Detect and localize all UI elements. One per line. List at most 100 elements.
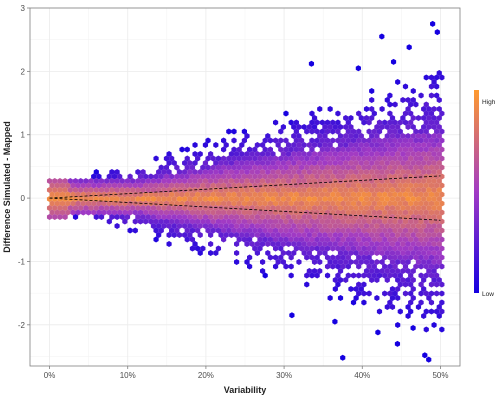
hexbin-cell xyxy=(309,110,315,117)
hexbin-cell xyxy=(293,218,299,225)
hexbin-cell xyxy=(400,151,406,157)
hexbin-cell xyxy=(285,160,292,166)
hexbin-cell xyxy=(163,164,170,171)
hexbin-cell xyxy=(436,151,442,157)
hexbin-cell xyxy=(234,259,240,265)
hexbin-cell xyxy=(415,187,422,193)
hexbin-cell xyxy=(192,160,198,166)
hexbin-cell xyxy=(104,187,110,193)
hexbin-cell xyxy=(428,137,435,144)
hexbin-cell xyxy=(337,133,344,139)
hexbin-cell xyxy=(327,187,333,193)
hexbin-cell xyxy=(285,151,292,157)
hexbin-cell xyxy=(179,173,185,180)
hexbin-cell xyxy=(369,142,375,148)
hexbin-cell xyxy=(324,200,331,207)
hexbin-cell xyxy=(327,178,333,184)
hexbin-cell xyxy=(291,241,297,247)
hexbin-cell xyxy=(221,227,227,234)
hexbin-cell xyxy=(421,214,427,220)
hexbin-cell xyxy=(356,137,362,144)
hexbin-cell xyxy=(423,209,429,216)
hexbin-cell xyxy=(291,187,297,193)
hexbin-cell xyxy=(389,187,396,193)
hexbin-outlier-cell xyxy=(434,29,440,36)
hexbin-cell xyxy=(374,277,380,283)
hexbin-cell xyxy=(226,182,232,189)
hexbin-cell xyxy=(218,223,224,229)
hexbin-cell xyxy=(382,236,388,243)
y-tick-label: 0 xyxy=(21,194,26,203)
hexbin-cell xyxy=(410,124,416,130)
hexbin-cell xyxy=(62,214,68,220)
hexbin-cell xyxy=(280,241,286,247)
hexbin-cell xyxy=(410,268,416,274)
hexbin-cell xyxy=(358,223,364,229)
hexbin-cell xyxy=(356,263,362,270)
hexbin-cell xyxy=(309,119,315,126)
hexbin-cell xyxy=(234,160,240,166)
hexbin-cell xyxy=(358,187,364,193)
hexbin-cell xyxy=(244,169,250,175)
hexbin-cell xyxy=(379,142,385,148)
hexbin-cell xyxy=(387,263,393,270)
hexbin-cell xyxy=(236,200,242,207)
hexbin-cell xyxy=(283,218,289,225)
hexbin-cell xyxy=(428,254,435,261)
hexbin-cell xyxy=(278,191,284,198)
hexbin-cell xyxy=(319,164,325,171)
hexbin-cell xyxy=(254,169,260,175)
hexbin-cell xyxy=(283,191,289,198)
hexbin-cell xyxy=(205,164,211,171)
hexbin-cell xyxy=(395,205,401,211)
hexbin-cell xyxy=(402,290,409,297)
hexbin-cell xyxy=(418,173,424,180)
hexbin-cell xyxy=(309,164,315,171)
hexbin-cell xyxy=(192,142,198,148)
hexbin-cell xyxy=(337,241,344,247)
hexbin-cell xyxy=(278,173,284,180)
hexbin-cell xyxy=(322,214,328,220)
hexbin-cell xyxy=(169,227,175,234)
hexbin-outlier-cell xyxy=(390,58,397,65)
hexbin-cell xyxy=(405,250,411,256)
hexbin-cell xyxy=(163,182,170,189)
hexbin-cell xyxy=(272,254,279,261)
hexbin-cell xyxy=(202,214,209,220)
hexbin-cell xyxy=(153,155,159,162)
hexbin-cell xyxy=(397,245,403,252)
hexbin-cell xyxy=(202,196,209,202)
hexbin-cell xyxy=(395,160,401,166)
hexbin-cell xyxy=(231,191,237,198)
hexbin-cell xyxy=(337,142,344,148)
hexbin-cell xyxy=(122,200,128,207)
hexbin-cell xyxy=(317,151,323,157)
hexbin-cell xyxy=(356,236,362,243)
hexbin-cell xyxy=(200,182,206,189)
hexbin-cell xyxy=(109,214,115,220)
hexbin-cell xyxy=(96,209,102,216)
hexbin-cell xyxy=(434,128,440,135)
hexbin-cell xyxy=(439,263,445,270)
hexbin-cell xyxy=(257,218,263,225)
hexbin-cell xyxy=(210,200,216,207)
hexbin-cell xyxy=(93,169,99,175)
hexbin-cell xyxy=(189,245,196,252)
hexbin-cell xyxy=(397,254,403,261)
hexbin-cell xyxy=(337,268,344,274)
hexbin-cell xyxy=(259,268,266,274)
hexbin-cell xyxy=(259,205,266,211)
hexbin-cell xyxy=(156,178,162,184)
hexbin-cell xyxy=(348,133,354,139)
hexbin-cell xyxy=(376,308,383,315)
hexbin-cell xyxy=(421,313,427,319)
hexbin-cell xyxy=(137,182,144,189)
hexbin-cell xyxy=(439,146,445,153)
hexbin-cell xyxy=(145,214,151,220)
hexbin-cell xyxy=(421,169,427,175)
hexbin-cell xyxy=(428,308,435,315)
hexbin-cell xyxy=(189,182,196,189)
hexbin-cell xyxy=(395,169,401,175)
hexbin-cell xyxy=(353,295,359,301)
hexbin-cell xyxy=(283,200,289,207)
